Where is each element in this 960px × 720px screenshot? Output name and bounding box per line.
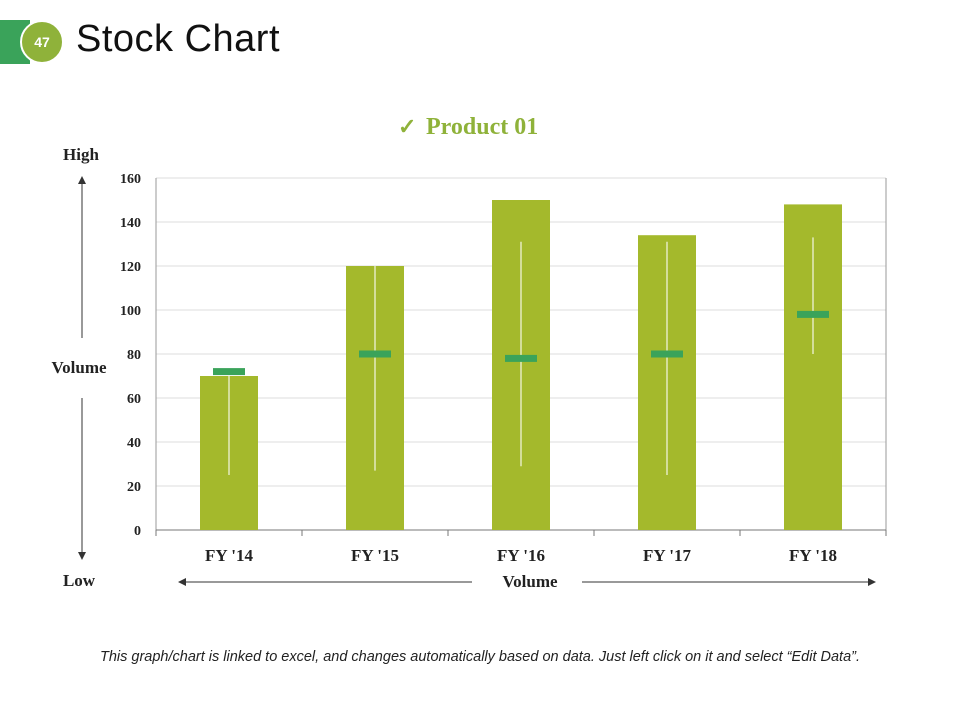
y-tick-label: 80 — [127, 348, 141, 363]
page-title: Stock Chart — [76, 18, 281, 60]
y-tick-labels: 0 20 40 60 80 100 120 140 160 — [120, 172, 141, 539]
x-tick-label: FY '14 — [205, 546, 254, 565]
checkmark-icon: ✓ — [398, 114, 416, 139]
y-tick-label: 160 — [120, 172, 141, 187]
y-tick-label: 40 — [127, 436, 141, 451]
y-tick-label: 0 — [134, 524, 141, 539]
x-tick-label: FY '18 — [789, 546, 837, 565]
x-tick-label: FY '16 — [497, 546, 545, 565]
x-tick-label: FY '17 — [643, 546, 692, 565]
chart-legend: ✓ Product 01 — [398, 114, 538, 140]
chart-title: Product 01 — [426, 114, 538, 140]
x-tick-label: FY '15 — [351, 546, 399, 565]
close-marker — [213, 368, 245, 376]
y-tick-label: 20 — [127, 480, 141, 495]
y-tick-label: 140 — [120, 216, 141, 231]
close-marker — [359, 350, 391, 358]
close-marker — [797, 310, 829, 318]
high-low-lines — [228, 237, 814, 475]
y-axis-label: Volume — [51, 358, 107, 377]
y-axis-top-label: High — [63, 145, 99, 164]
x-tick-labels: FY '14 FY '15 FY '16 FY '17 FY '18 — [205, 546, 837, 565]
y-axis-bottom-label: Low — [63, 571, 96, 590]
y-tick-label: 60 — [127, 392, 141, 407]
x-axis-label: Volume — [502, 572, 558, 591]
y-tick-label: 120 — [120, 260, 141, 275]
close-marker — [505, 354, 537, 362]
y-tick-label: 100 — [120, 304, 141, 319]
close-markers — [213, 310, 829, 376]
slide-number-badge: 47 — [20, 20, 64, 64]
close-marker — [651, 350, 683, 358]
footer-caption: This graph/chart is linked to excel, and… — [99, 649, 861, 665]
